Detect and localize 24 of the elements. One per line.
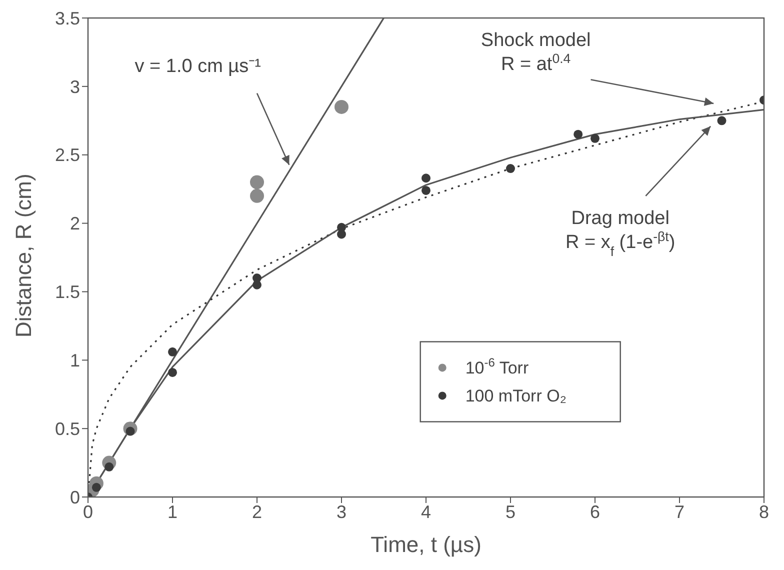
x-tick-label: 2: [252, 502, 262, 522]
y-tick-label: 3: [70, 76, 80, 97]
y-tick-label: 1.5: [54, 282, 80, 302]
legend-label: 10$^{-6}$ Torr: [465, 356, 529, 378]
x-tick-label: 6: [590, 502, 600, 522]
x-tick-label: 3: [336, 502, 347, 522]
annotation: v = 1.0 cm µs⁻¹: [134, 56, 261, 77]
x-tick-label: 7: [674, 502, 685, 522]
x-axis-title: Time, t (µs): [370, 532, 482, 557]
x-tick-label: 8: [758, 502, 770, 522]
legend-label: 100 mTorr O₂: [465, 386, 566, 406]
y-tick-label: 2.5: [54, 145, 80, 166]
annotation: Drag model R = x$_{f}$ (1-e$^{-βt}$): [565, 208, 676, 259]
annotation: Shock model R = at$^{0.4}$: [480, 30, 591, 76]
y-tick-label: 3.5: [54, 8, 80, 28]
x-tick-label: 1: [167, 502, 178, 522]
x-tick-label: 5: [505, 502, 516, 522]
y-tick-label: 0.5: [54, 418, 80, 439]
y-tick-label: 1: [70, 350, 80, 371]
y-axis-title: Distance, R (cm): [10, 174, 36, 338]
y-tick-label: 0: [70, 487, 80, 508]
x-tick-label: 0: [82, 502, 94, 522]
y-tick-label: 2: [70, 214, 80, 234]
x-tick-label: 4: [420, 502, 432, 522]
